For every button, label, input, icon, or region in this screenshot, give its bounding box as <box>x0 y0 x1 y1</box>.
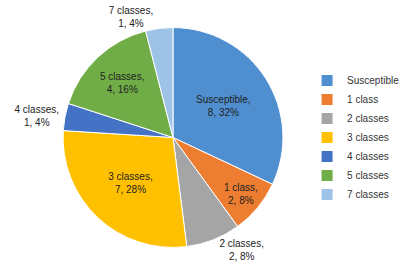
svg-text:2 classes: 2 classes <box>347 113 389 124</box>
svg-text:5 classes,4, 16%: 5 classes,4, 16% <box>100 71 144 95</box>
svg-text:Susceptible: Susceptible <box>347 75 399 86</box>
svg-text:3 classes,7, 28%: 3 classes,7, 28% <box>108 171 152 195</box>
svg-text:5 classes: 5 classes <box>347 170 389 181</box>
svg-text:3 classes: 3 classes <box>347 132 389 143</box>
svg-text:7 classes: 7 classes <box>347 189 389 200</box>
svg-text:1 class: 1 class <box>347 94 378 105</box>
svg-text:2 classes,2, 8%: 2 classes,2, 8% <box>219 238 263 262</box>
svg-text:1 class,2, 8%: 1 class,2, 8% <box>224 182 258 206</box>
svg-text:4 classes,1, 4%: 4 classes,1, 4% <box>15 104 59 128</box>
svg-text:Susceptible,8, 32%: Susceptible,8, 32% <box>196 94 250 118</box>
svg-text:7 classes,1, 4%: 7 classes,1, 4% <box>109 5 153 29</box>
svg-text:4 classes: 4 classes <box>347 151 389 162</box>
